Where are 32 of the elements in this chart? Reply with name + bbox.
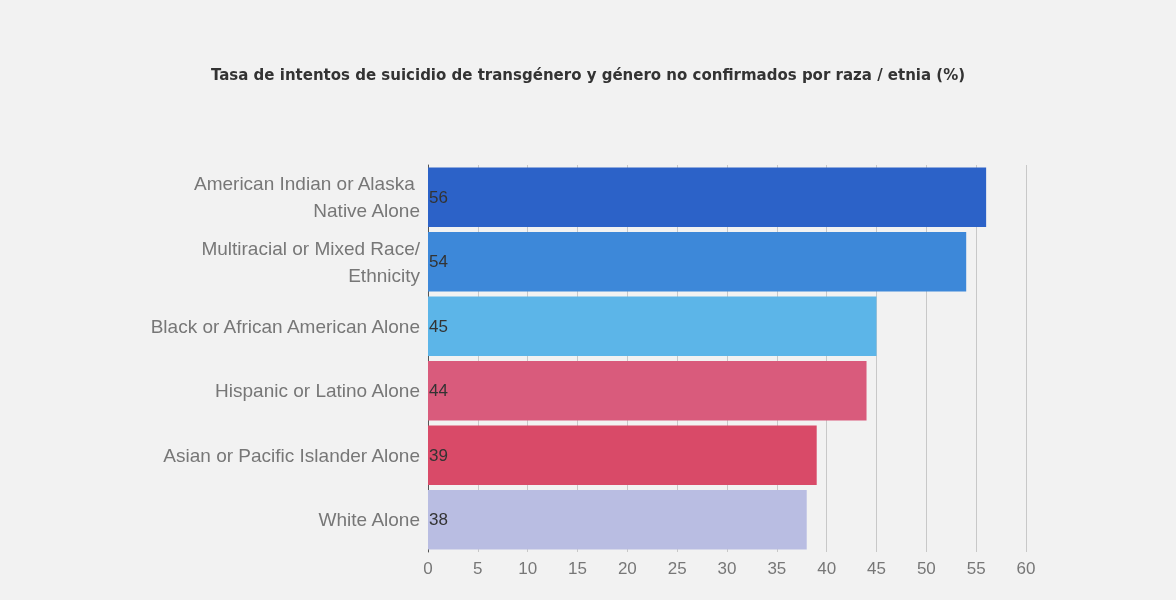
bar [428,232,967,292]
data-label: 44 [429,381,448,401]
data-label: 45 [429,316,448,336]
chart-title: Tasa de intentos de suicidio de transgénero y género no confirmados por raza / etnia (%) [210,65,966,84]
bar [428,296,877,356]
bar [428,361,867,421]
x-tick-label: 15 [568,559,587,578]
y-tick-label: Asian or Pacific Islander Alone [163,444,420,466]
data-label: 39 [429,445,448,465]
x-tick-label: 0 [423,559,433,578]
x-tick-label: 60 [1016,559,1036,578]
y-tick-label: White Alone [318,509,420,531]
y-tick-label: Multiracial or Mixed Race/Ethnicity [201,237,421,286]
x-tick-label: 20 [617,559,637,578]
data-label: 56 [429,187,448,207]
data-label: 38 [429,510,448,530]
x-tick-label: 25 [667,559,687,578]
y-tick-label: Black or African American Alone [150,315,420,337]
data-label: 54 [429,252,448,272]
x-tick-label: 50 [916,559,936,578]
x-tick-label: 55 [966,559,986,578]
bar [428,425,817,485]
x-tick-label: 40 [817,559,837,578]
x-tick-label: 5 [473,559,483,578]
bar [428,490,807,550]
x-tick-label: 35 [767,559,787,578]
y-tick-label: American Indian or Alaska Native Alone [193,173,420,222]
x-tick-label: 45 [867,559,886,578]
x-tick-label: 30 [717,559,737,578]
bar [428,167,987,227]
x-tick-label: 10 [518,559,538,578]
y-tick-label: Hispanic or Latino Alone [215,380,420,402]
